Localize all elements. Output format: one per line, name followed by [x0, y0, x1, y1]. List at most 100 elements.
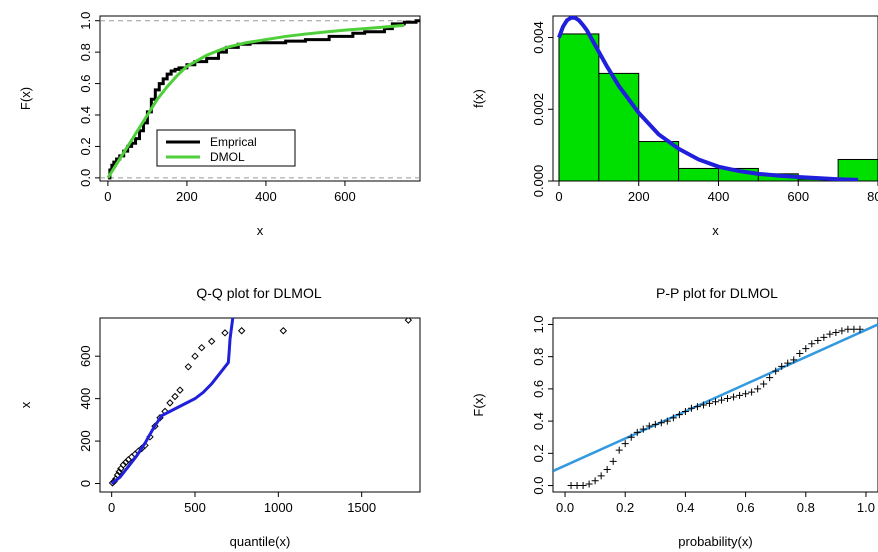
- pp-point: [675, 411, 683, 419]
- density-y-tick-label: 0.000: [531, 165, 546, 198]
- pp-point: [754, 385, 762, 393]
- density-y-axis-label: f(x): [471, 89, 486, 108]
- pp-point: [712, 398, 719, 406]
- qq-point: [122, 458, 130, 466]
- pp-x-tick-label: 0.0: [556, 500, 574, 515]
- pp-x-tick-label: 0.4: [676, 500, 694, 515]
- qq-x-tick-label: 500: [184, 500, 206, 515]
- pp-point: [669, 414, 677, 422]
- pp-point: [615, 446, 623, 454]
- density-x-tick-label: 0: [555, 189, 562, 204]
- pp-point: [718, 396, 726, 404]
- qq-y-tick-label: 400: [78, 388, 93, 410]
- pp-point: [579, 482, 587, 490]
- cdf-x-axis-label: x: [257, 223, 264, 238]
- density-x-axis-label: x: [712, 223, 719, 238]
- pp-point: [621, 440, 629, 448]
- pp-y-tick-label: 0.8: [531, 348, 546, 366]
- pp-plot-frame: [552, 317, 878, 493]
- qq-point: [176, 386, 184, 394]
- cdf-plot-frame: [99, 15, 421, 182]
- pp-panel: P-P plot for DLMOL 0.0 0.2 0.4 0.6 0.8 1.0 0.0…: [471, 285, 878, 549]
- pp-reference-line: [553, 323, 878, 473]
- pp-point: [627, 433, 635, 441]
- pp-point: [705, 399, 713, 407]
- qq-y-tick-label: 200: [78, 430, 93, 452]
- cdf-x-tick-label: 200: [176, 189, 198, 204]
- qq-y-tick-label: 0: [78, 480, 93, 487]
- qq-point: [171, 392, 179, 401]
- pp-point: [784, 359, 792, 367]
- cdf-y-tick-label: 0.0: [78, 169, 93, 187]
- cdf-y-tick-label: 1.0: [78, 12, 93, 30]
- qq-point: [207, 337, 216, 346]
- cdf-y-axis-label: F(x): [18, 87, 33, 110]
- cdf-legend: Emprical DMOL: [156, 129, 296, 167]
- cdf-x-tick-label: 600: [334, 189, 356, 204]
- pp-point: [657, 419, 665, 427]
- qq-point: [191, 352, 199, 360]
- qq-point: [279, 327, 288, 335]
- pp-point: [820, 333, 828, 341]
- qq-x-tick-label: 0: [108, 500, 115, 515]
- pp-point: [838, 327, 846, 335]
- pp-point: [796, 349, 804, 357]
- dmol-cdf-line: [106, 23, 405, 179]
- density-y-tick-label: 0.002: [531, 93, 546, 126]
- qq-point: [119, 461, 128, 469]
- pp-y-tick-label: 0.2: [531, 444, 546, 462]
- qq-reference-line: [110, 318, 235, 485]
- qq-x-tick-label: 1500: [347, 500, 376, 515]
- density-x-tick-label: 800: [867, 189, 878, 204]
- qq-point: [404, 318, 413, 324]
- pp-plot-area: [553, 323, 878, 490]
- pp-y-tick-label: 0.0: [531, 477, 546, 495]
- qq-point: [237, 327, 246, 335]
- pp-point: [766, 374, 774, 382]
- pp-point: [724, 395, 732, 403]
- cdf-y-tick-label: 0.4: [78, 106, 93, 124]
- pp-point: [856, 325, 864, 333]
- density-x-tick-label: 400: [708, 189, 730, 204]
- pp-point: [633, 428, 641, 436]
- pp-point: [730, 393, 738, 401]
- qq-point: [221, 329, 229, 337]
- qq-y-tick-label: 600: [78, 345, 93, 367]
- pp-point: [651, 420, 659, 428]
- pp-point: [814, 337, 822, 345]
- qq-x-tick-label: 1000: [264, 500, 293, 515]
- cdf-y-tick-label: 0.6: [78, 75, 93, 93]
- cdf-legend-box: [156, 129, 296, 167]
- pp-point: [687, 404, 695, 412]
- cdf-y-tick-label: 0.8: [78, 43, 93, 61]
- pp-point: [826, 330, 834, 338]
- pp-x-tick-label: 0.6: [737, 500, 755, 515]
- histogram-bar: [638, 141, 680, 181]
- density-x-tick-label: 600: [787, 189, 809, 204]
- pp-y-tick-label: 1.0: [531, 315, 546, 333]
- pp-point: [699, 401, 707, 409]
- qq-panel: Q-Q plot for DLMOL 0 500 1000 1500 0 200 400 60…: [18, 285, 421, 549]
- pp-point: [736, 391, 744, 399]
- pp-point: [760, 380, 768, 388]
- qq-point: [166, 399, 174, 407]
- histogram-bar: [558, 33, 600, 181]
- pp-x-tick-label: 0.2: [616, 500, 634, 515]
- pp-point: [603, 465, 611, 473]
- pp-point: [645, 422, 653, 430]
- density-x-tick-label: 200: [628, 189, 650, 204]
- density-y-tick-label: 0.004: [531, 21, 546, 54]
- qq-point: [184, 363, 193, 371]
- pp-point: [681, 407, 689, 415]
- histogram-bar: [678, 167, 719, 181]
- qq-plot-area: [108, 318, 413, 487]
- pp-x-axis-label: probability(x): [678, 534, 752, 549]
- qq-y-axis-label: x: [18, 401, 33, 408]
- pp-x-tick-label: 1.0: [857, 500, 875, 515]
- qq-point: [197, 344, 206, 352]
- density-panel: 0 200 400 600 800 0.000 0.002 0.004 x f(x): [471, 15, 878, 238]
- pp-point: [585, 480, 593, 488]
- density-fit-curve: [557, 16, 859, 181]
- pp-point: [790, 356, 798, 364]
- density-plot-area: [557, 16, 878, 181]
